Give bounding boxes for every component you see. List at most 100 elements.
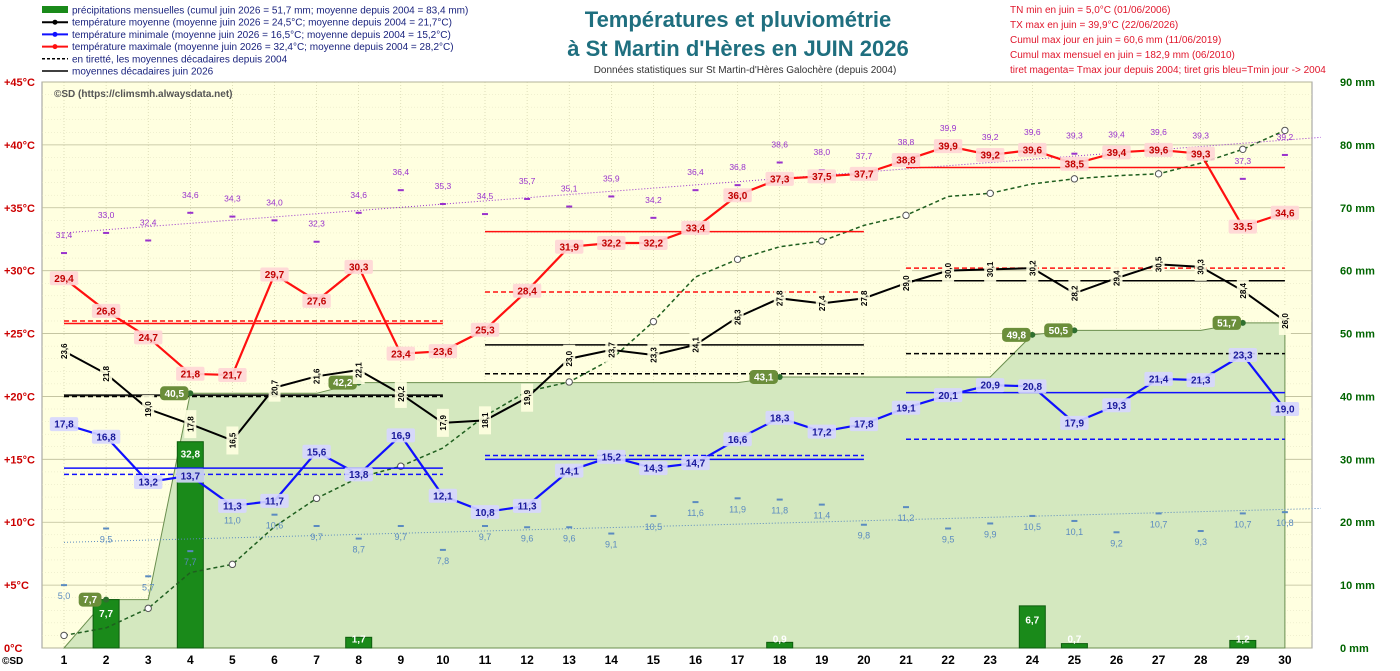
x-tick-label: 2 [103, 653, 110, 667]
tmax-value-label-text: 21,8 [181, 369, 201, 380]
tmoy-value-label: 18,1 [479, 406, 491, 435]
corner-label: ©SD [2, 656, 23, 667]
tmax-value-label: 30,3 [344, 259, 373, 274]
x-tick-label: 8 [355, 653, 362, 667]
tmin-value-label: 14,3 [639, 461, 668, 476]
tmoy-value-label-text: 21,6 [313, 368, 322, 384]
cumul-2026-marker [103, 596, 110, 603]
cumul-normal-marker [565, 378, 573, 386]
tmin-value-label: 17,9 [1060, 415, 1089, 430]
tmin-value-label: 13,8 [344, 467, 373, 482]
cumul-2026-label-bg [1002, 327, 1031, 342]
tmoy-value-label-text: 18,1 [481, 412, 490, 428]
record-tmax-label: 32,4 [140, 217, 157, 227]
tmax-value-label: 33,4 [681, 220, 710, 235]
tmax-value-label-text: 39,6 [1149, 146, 1169, 157]
y-left-tick-label: +5°C [4, 580, 29, 592]
cumul-normal-marker [312, 494, 321, 503]
record-tmin-label: 9,8 [858, 531, 871, 541]
y-left-tick-label: +30°C [4, 266, 35, 278]
tmax-value-label-text: 34,6 [1275, 208, 1295, 219]
cumul-2026-label-text: 50,5 [1049, 326, 1069, 337]
y-right-tick-label: 40 mm [1340, 391, 1375, 403]
tmoy-value-label: 27,8 [857, 284, 870, 313]
cumul-normal-marker [144, 604, 152, 613]
record-tmax-label: 34,2 [645, 195, 662, 205]
tmin-value-label-text: 16,9 [391, 431, 411, 442]
tmax-value-label: 36,0 [723, 188, 752, 203]
y-left-tick-label: +25°C [4, 329, 35, 341]
tmoy-value-label-bg [647, 340, 660, 369]
tmoy-value-label-text: 17,9 [439, 415, 448, 431]
y-right-tick-label: 90 mm [1340, 77, 1375, 89]
tmoy-value-label-bg [605, 335, 618, 364]
tmoy-value-label: 29,0 [900, 269, 912, 298]
tmin-value-label: 21,3 [1186, 373, 1215, 388]
tmax-value-label-text: 37,3 [770, 174, 790, 185]
tmin-value-label-text: 14,1 [559, 466, 579, 477]
copyright-label: ©SD (https://climsmh.alwaysdata.net) [54, 89, 233, 100]
tmin-value-label-text: 14,3 [644, 464, 664, 475]
record-tmin-label: 9,2 [1110, 538, 1123, 548]
tmoy-value-label-text: 17,8 [186, 416, 195, 432]
tmoy-value-label: 30,5 [1152, 250, 1165, 279]
tmin-value-label: 20,9 [976, 378, 1005, 393]
tmoy-value-label: 28,4 [1236, 276, 1249, 305]
tmin-value-label-bg [344, 467, 373, 482]
tmin-value-label-bg [470, 505, 500, 520]
tmax-value-label: 39,9 [933, 139, 963, 154]
tmoy-value-label-text: 23,7 [607, 342, 616, 358]
tmin-value-label-text: 20,8 [1023, 382, 1043, 393]
legend-label: en tiretté, les moyennes décadaires depu… [72, 54, 288, 65]
tmoy-value-label: 28,2 [1068, 279, 1081, 308]
tmax-value-label-bg [1228, 219, 1257, 234]
tmax-value-label: 24,7 [134, 330, 163, 345]
tmax-value-label-bg [597, 235, 626, 250]
tmoy-value-label: 23,6 [58, 337, 70, 366]
tmax-value-label-text: 39,6 [1023, 146, 1043, 157]
tmax-value-label-text: 39,2 [980, 151, 1000, 162]
tmoy-value-label-text: 23,6 [60, 343, 69, 359]
tmoy-value-label: 21,6 [310, 362, 323, 391]
cumul-normal-marker [649, 317, 658, 326]
record-tmax-label: 36,4 [687, 167, 704, 177]
cumul-normal-marker [60, 631, 68, 640]
x-tick-label: 22 [941, 653, 955, 667]
record-tmax-label: 38,0 [814, 147, 831, 157]
legend-label: moyennes décadaires juin 2026 [72, 67, 214, 78]
tmax-value-label-bg [386, 346, 415, 361]
record-tmax-label: 39,3 [1192, 131, 1209, 141]
tmax-value-label-text: 21,7 [223, 371, 243, 382]
tmax-value-label: 37,7 [849, 166, 879, 181]
y-left-tick-label: 0°C [4, 643, 23, 655]
tmoy-value-label-bg [268, 373, 281, 402]
tmin-value-label: 20,1 [933, 388, 963, 403]
record-tmin-label: 10,7 [1234, 519, 1252, 529]
tmoy-value-label-text: 16,5 [228, 432, 237, 448]
legend-label: température minimale (moyenne juin 2026 … [72, 30, 451, 41]
tmax-value-label-text: 29,4 [54, 274, 74, 285]
rain-value-label: 0,9 [773, 635, 787, 646]
tmax-value-label-text: 33,4 [686, 224, 706, 235]
tmin-value-label-bg [1270, 402, 1300, 417]
cumul-2026-label-text: 7,7 [83, 595, 97, 606]
tmin-value-label-text: 23,3 [1233, 351, 1253, 362]
record-tmax-label: 36,8 [729, 162, 746, 172]
tmax-value-label-bg [470, 322, 500, 337]
legend-label: température maximale (moyenne juin 2026 … [72, 42, 454, 53]
cumul-2026-label-text: 51,7 [1217, 318, 1237, 329]
tmax-value-label: 29,7 [260, 267, 289, 282]
record-tmax-label: 39,6 [1024, 127, 1041, 137]
data-series: 31,4 33,0 32,4 34,6 34,3 34,0 32,3 34,6 36,4 35,3… [49, 123, 1321, 646]
record-line: tiret magenta= Tmax jour depuis 2004; ti… [1010, 65, 1326, 76]
tmax-value-label-bg [1018, 142, 1047, 157]
tmax-value-label-text: 32,2 [644, 239, 664, 250]
cumul-2026-label-bg [328, 375, 357, 390]
tmax-value-label-text: 23,4 [391, 349, 411, 360]
record-tmin-label: 5,7 [142, 582, 155, 592]
tmin-value-label-text: 11,7 [265, 496, 284, 507]
tmoy-value-label-bg [1278, 306, 1291, 335]
tmoy-value-label-bg [900, 269, 912, 298]
legend-swatch-dot [52, 19, 58, 25]
tmin-value-label-bg [1060, 415, 1089, 430]
